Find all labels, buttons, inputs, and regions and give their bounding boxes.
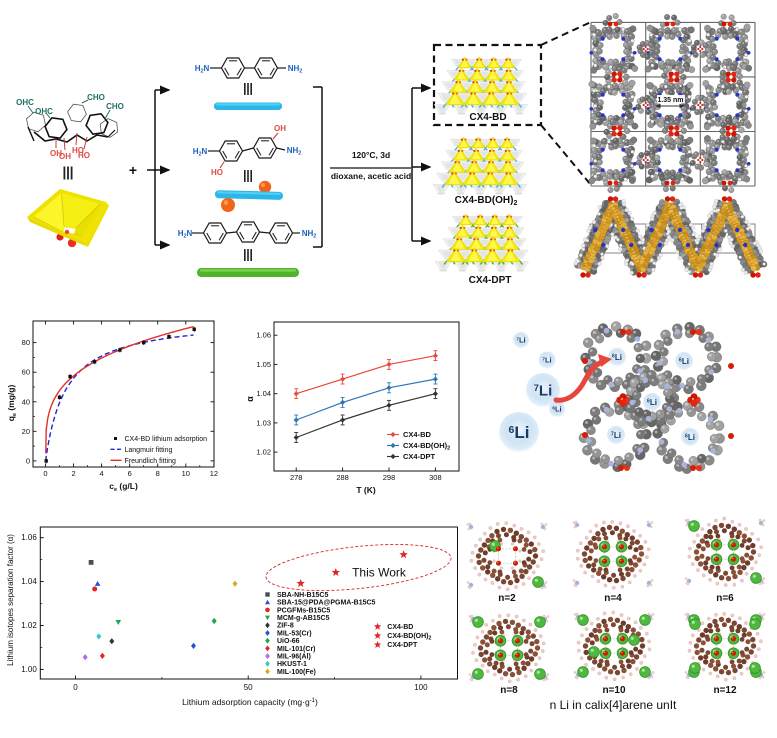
svg-text:CX4-BD lithium adsorption: CX4-BD lithium adsorption	[125, 436, 208, 443]
svg-text:60: 60	[22, 368, 30, 377]
svg-text:8: 8	[156, 469, 160, 478]
svg-text:NH2: NH2	[302, 229, 317, 240]
svg-text:MIL-96(Al): MIL-96(Al)	[277, 654, 311, 661]
svg-text:278: 278	[290, 473, 303, 482]
svg-text:MIL-53(Cr): MIL-53(Cr)	[277, 630, 312, 637]
svg-text:H2N: H2N	[193, 147, 208, 158]
svg-text:40: 40	[22, 397, 30, 406]
svg-text:Lithium isotopes separation f: Lithium isotopes separation factor (α)	[6, 534, 15, 666]
svg-text:288: 288	[336, 473, 349, 482]
svg-text:20: 20	[22, 427, 30, 436]
svg-text:1.05: 1.05	[256, 360, 271, 369]
svg-text:298: 298	[383, 473, 396, 482]
svg-text:1.35 nm: 1.35 nm	[657, 97, 683, 104]
svg-text:HO: HO	[78, 151, 90, 160]
svg-text:6: 6	[128, 469, 132, 478]
svg-text:n=2: n=2	[498, 593, 516, 604]
svg-text:MCM-g-AB15C5: MCM-g-AB15C5	[277, 615, 330, 622]
svg-text:OHC: OHC	[16, 98, 34, 107]
svg-text:n=8: n=8	[500, 685, 518, 696]
svg-text:This Work: This Work	[352, 566, 407, 580]
svg-text:n=12: n=12	[713, 685, 737, 696]
svg-text:CX4-BD: CX4-BD	[387, 624, 413, 631]
svg-text:0: 0	[73, 683, 78, 692]
svg-text:SBA-15@PDA@PGMA-B15C5: SBA-15@PDA@PGMA-B15C5	[277, 600, 376, 607]
svg-text:CX4-BD: CX4-BD	[469, 112, 506, 123]
svg-text:CX4-BD(OH)2: CX4-BD(OH)2	[387, 633, 431, 641]
svg-text:4: 4	[100, 469, 104, 478]
svg-text:6Li: 6Li	[685, 433, 695, 442]
svg-text:OHC: OHC	[35, 107, 53, 116]
svg-text:n=4: n=4	[604, 593, 622, 604]
svg-text:1.06: 1.06	[21, 533, 37, 542]
svg-text:HKUST-1: HKUST-1	[277, 661, 307, 668]
svg-text:1.03: 1.03	[256, 418, 271, 427]
svg-text:1.02: 1.02	[21, 621, 37, 630]
svg-text:+: +	[129, 162, 137, 178]
svg-text:100: 100	[414, 683, 428, 692]
svg-text:1.02: 1.02	[256, 448, 271, 457]
svg-text:CX4-DPT: CX4-DPT	[403, 452, 436, 461]
svg-text:CX4-DPT: CX4-DPT	[387, 642, 418, 649]
svg-text:ce (g/L): ce (g/L)	[109, 481, 138, 493]
svg-text:0: 0	[26, 456, 30, 465]
svg-text:50: 50	[244, 683, 253, 692]
svg-text:HO: HO	[72, 146, 84, 155]
svg-text:UiO-66: UiO-66	[277, 638, 300, 645]
svg-text:H2N: H2N	[195, 64, 210, 75]
svg-text:7Li: 7Li	[534, 382, 553, 399]
svg-text:120°C, 3d: 120°C, 3d	[352, 150, 390, 160]
svg-text:CX4-BD: CX4-BD	[403, 430, 432, 439]
svg-text:CX4-DPT: CX4-DPT	[469, 275, 512, 286]
svg-text:CHO: CHO	[106, 102, 124, 111]
svg-text:dioxane, acetic acid: dioxane, acetic acid	[331, 171, 411, 181]
svg-text:6Li: 6Li	[509, 423, 530, 442]
svg-text:α: α	[245, 396, 255, 402]
svg-text:12: 12	[210, 469, 218, 478]
svg-text:n=10: n=10	[602, 685, 626, 696]
svg-text:MIL-101(Cr): MIL-101(Cr)	[277, 646, 316, 653]
svg-text:6Li: 6Li	[612, 353, 622, 362]
svg-text:1.04: 1.04	[21, 577, 37, 586]
svg-text:CX4-BD(OH)2: CX4-BD(OH)2	[403, 441, 450, 452]
svg-text:CHO: CHO	[87, 93, 105, 102]
svg-text:2: 2	[72, 469, 76, 478]
svg-text:7Li: 7Li	[611, 431, 621, 440]
svg-text:H2N: H2N	[178, 229, 193, 240]
svg-text:qe (mg/g): qe (mg/g)	[6, 385, 18, 422]
svg-text:SBA-NH-B15C5: SBA-NH-B15C5	[277, 592, 328, 599]
svg-text:6Li: 6Li	[552, 405, 561, 414]
svg-text:OH: OH	[274, 124, 286, 133]
svg-text:NH2: NH2	[288, 64, 303, 75]
svg-text:6Li: 6Li	[679, 357, 689, 366]
svg-text:7Li: 7Li	[542, 356, 551, 365]
svg-text:Freundlich fitting: Freundlich fitting	[125, 458, 176, 465]
svg-text:1.06: 1.06	[256, 331, 271, 340]
svg-text:10: 10	[182, 469, 190, 478]
svg-text:NH2: NH2	[287, 146, 302, 157]
svg-text:OH: OH	[59, 152, 71, 161]
svg-text:80: 80	[22, 338, 30, 347]
svg-text:0: 0	[43, 469, 47, 478]
svg-text:CX4-BD(OH)2: CX4-BD(OH)2	[455, 195, 518, 207]
svg-text:7Li: 7Li	[516, 336, 525, 345]
svg-text:Langmuir fitting: Langmuir fitting	[125, 447, 173, 454]
svg-text:ZIF-8: ZIF-8	[277, 623, 294, 630]
svg-text:1.00: 1.00	[21, 665, 37, 674]
svg-text:MIL-100(Fe): MIL-100(Fe)	[277, 669, 316, 676]
svg-text:1.04: 1.04	[256, 389, 271, 398]
svg-text:6Li: 6Li	[647, 398, 657, 407]
svg-text:PCGFMs-B15C5: PCGFMs-B15C5	[277, 607, 330, 614]
svg-text:n=6: n=6	[716, 593, 734, 604]
svg-text:T (K): T (K)	[356, 485, 376, 495]
svg-text:HO: HO	[211, 168, 223, 177]
svg-text:308: 308	[429, 473, 442, 482]
svg-text:OH: OH	[50, 149, 62, 158]
svg-text:n Li in calix[4]arene unIt: n Li in calix[4]arene unIt	[550, 698, 677, 712]
svg-text:Lithium adsorption capacity (m: Lithium adsorption capacity (mg·g-1)	[182, 697, 318, 707]
